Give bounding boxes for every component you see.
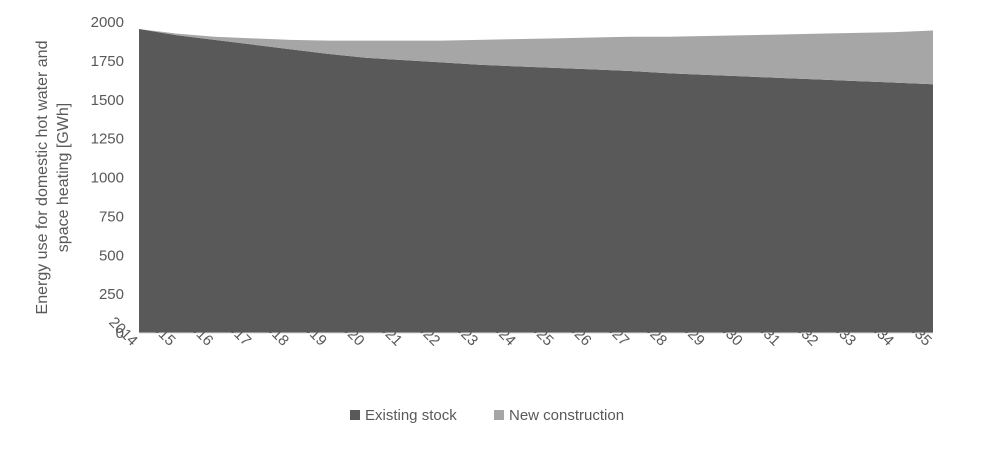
y-tick-label: 1000 xyxy=(91,170,124,187)
legend: Existing stock New construction xyxy=(350,407,624,424)
legend-swatch xyxy=(494,410,504,420)
y-tick-label: 1750 xyxy=(91,53,124,70)
legend-swatch xyxy=(350,410,360,420)
y-tick-label: 750 xyxy=(99,208,124,225)
y-tick-label: 2000 xyxy=(91,14,124,31)
area-series-existing-stock xyxy=(139,29,933,333)
y-tick-label: 1500 xyxy=(91,92,124,109)
y-tick-label: 500 xyxy=(99,247,124,264)
x-tick-label: 2014 xyxy=(105,314,141,350)
y-tick-label: 250 xyxy=(99,286,124,303)
y-tick-label: 0 xyxy=(116,325,124,342)
areas-layer xyxy=(139,29,933,333)
y-axis-title: Energy use for domestic hot water and spa… xyxy=(34,41,72,315)
y-axis-title-line: Energy use for domestic hot water and xyxy=(34,41,51,315)
y-tick-label: 1250 xyxy=(91,131,124,148)
area-series-new-construction xyxy=(139,29,933,85)
legend-label: Existing stock xyxy=(365,407,457,424)
legend-label: New construction xyxy=(509,407,624,424)
y-tick-labels: 0 250 500 750 1000 1250 1500 1750 2000 xyxy=(91,14,124,342)
y-axis-title-line: space heating [GWh] xyxy=(55,103,72,252)
